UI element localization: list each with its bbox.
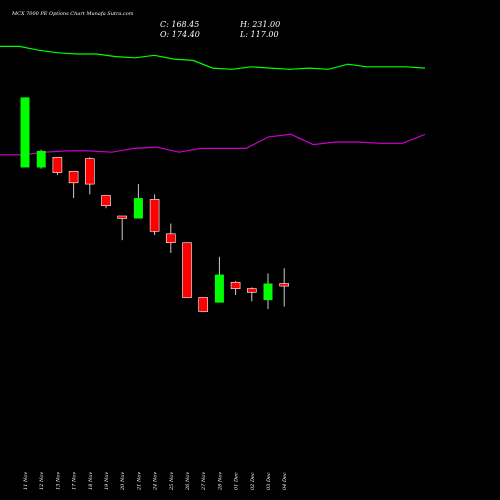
candle bbox=[279, 268, 290, 307]
candles bbox=[20, 97, 290, 312]
x-tick-label: 17 Nov bbox=[72, 472, 78, 490]
x-tick-label: 18 Nov bbox=[88, 472, 94, 490]
open-value: O: 174.40 bbox=[160, 30, 200, 39]
x-tick-label: 26 Nov bbox=[185, 472, 191, 491]
x-tick-label: 13 Nov bbox=[55, 472, 61, 490]
x-tick-label: 21 Nov bbox=[136, 472, 142, 491]
candle bbox=[52, 157, 63, 176]
candle bbox=[36, 149, 46, 169]
x-axis-ticks: 11 Nov 12 Nov 13 Nov 17 Nov 18 Nov 19 Nov 20 N… bbox=[23, 472, 288, 491]
candle-body bbox=[166, 233, 176, 244]
candle bbox=[198, 297, 208, 312]
candle-body bbox=[214, 274, 224, 303]
candle-body bbox=[20, 97, 30, 168]
x-tick-label: 25 Nov bbox=[169, 472, 175, 491]
x-tick-label: 27 Nov bbox=[201, 472, 207, 491]
x-tick-label: 12 Nov bbox=[39, 472, 45, 490]
candle bbox=[214, 256, 224, 303]
x-tick-label: 02 Dec bbox=[250, 472, 256, 490]
candle bbox=[230, 280, 241, 295]
candle bbox=[68, 171, 79, 199]
candle-body bbox=[117, 215, 127, 219]
candle-body bbox=[68, 171, 79, 184]
candle-body bbox=[198, 297, 208, 312]
candle-body bbox=[101, 195, 111, 206]
candle-body bbox=[263, 283, 273, 301]
x-tick-label: 03 Dec bbox=[266, 472, 272, 490]
upper-band-line bbox=[0, 45, 426, 70]
candle-body bbox=[52, 157, 63, 173]
x-tick-label: 11 Nov bbox=[23, 472, 29, 490]
low-value: L: 117.00 bbox=[239, 30, 279, 39]
candle bbox=[182, 242, 192, 298]
candle bbox=[101, 195, 111, 209]
candle bbox=[117, 215, 127, 241]
chart-title: MCX 7000 PE Options Chart Munafa Sutra.c… bbox=[11, 11, 134, 17]
x-tick-label: 28 Nov bbox=[217, 472, 223, 491]
candle-body bbox=[230, 281, 241, 289]
x-tick-label: 19 Nov bbox=[104, 472, 110, 490]
candle-body bbox=[133, 198, 143, 219]
candle bbox=[247, 287, 257, 302]
candle bbox=[20, 97, 30, 168]
candle-body bbox=[182, 242, 192, 298]
candle-body bbox=[247, 288, 257, 293]
x-tick-label: 24 Nov bbox=[153, 472, 159, 491]
x-tick-label: 20 Nov bbox=[120, 472, 126, 491]
candle-body bbox=[149, 199, 160, 232]
lower-band-line bbox=[0, 133, 426, 156]
high-value: H: 231.00 bbox=[239, 20, 280, 29]
candle-body bbox=[85, 158, 95, 185]
close-value: C: 168.45 bbox=[160, 20, 199, 29]
candle bbox=[263, 273, 273, 310]
candle bbox=[166, 223, 176, 253]
x-tick-label: 04 Dec bbox=[282, 472, 288, 490]
candle bbox=[149, 194, 160, 236]
candle-body bbox=[36, 150, 46, 168]
indicator-lines bbox=[0, 45, 426, 156]
candle-body bbox=[279, 283, 290, 287]
x-tick-label: 01 Dec bbox=[234, 472, 240, 490]
candle bbox=[85, 157, 95, 195]
candle bbox=[133, 184, 143, 219]
